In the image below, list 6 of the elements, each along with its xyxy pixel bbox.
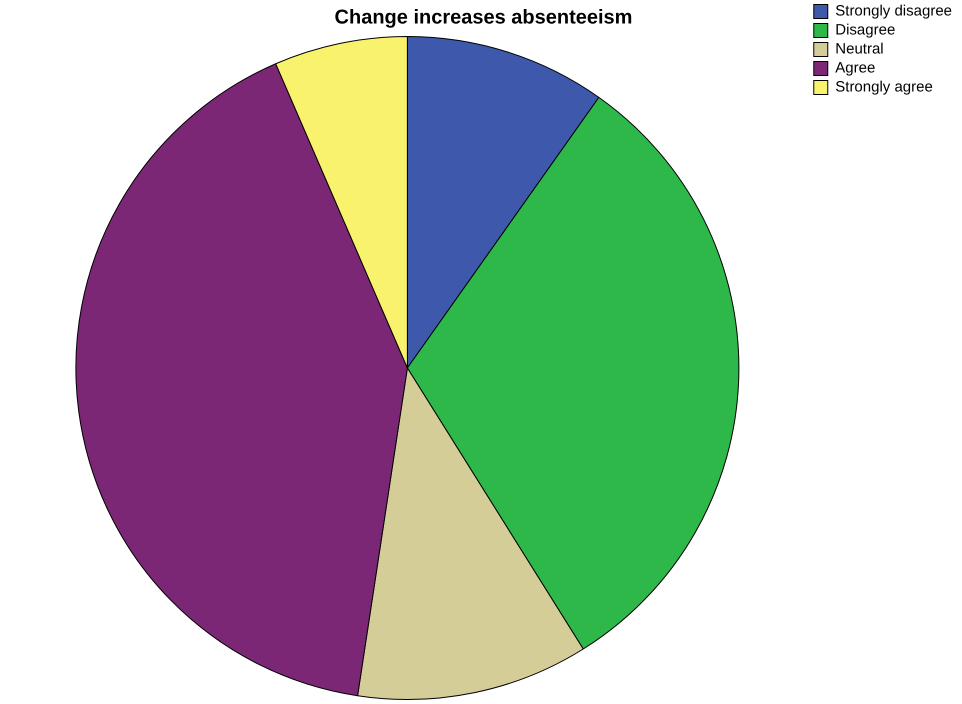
legend-label: Strongly agree <box>835 78 933 96</box>
legend-label: Strongly disagree <box>835 2 952 20</box>
legend-label: Neutral <box>835 40 884 58</box>
chart-title: Change increases absenteeism <box>334 6 632 29</box>
legend-label: Agree <box>835 60 876 77</box>
legend-label: Disagree <box>835 22 896 39</box>
